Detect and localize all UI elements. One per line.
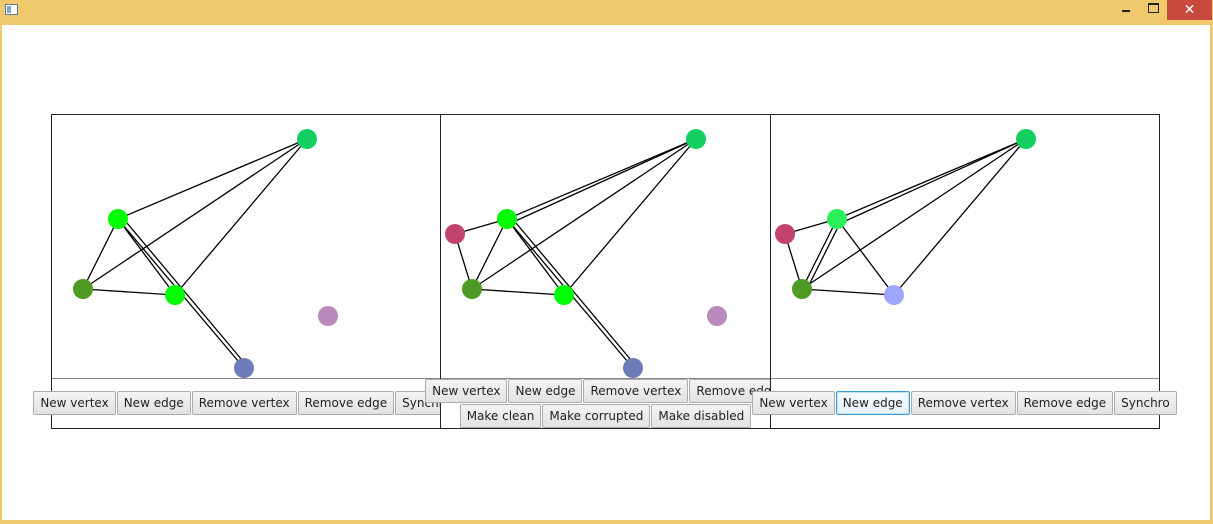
vertex: [554, 285, 574, 305]
synchro-button[interactable]: Synchro: [1114, 391, 1177, 415]
edge: [506, 138, 697, 220]
edge: [82, 138, 308, 290]
remove-vertex-button[interactable]: Remove vertex: [583, 379, 689, 403]
graph-drawing-2: [445, 129, 727, 378]
close-button[interactable]: ✕: [1167, 0, 1212, 20]
edge: [174, 138, 308, 296]
button-row-1: New vertex New edge Remove vertex Remove…: [752, 391, 1177, 415]
new-edge-button[interactable]: New edge: [116, 391, 191, 415]
maximize-button[interactable]: [1140, 0, 1166, 20]
close-icon: ✕: [1183, 2, 1196, 18]
graph-drawing-3: [775, 129, 1036, 305]
vertex: [445, 224, 465, 244]
vertex: [462, 279, 482, 299]
title-bar[interactable]: ✕: [0, 0, 1213, 22]
make-clean-button[interactable]: Make clean: [459, 404, 542, 428]
graph-panel-3: New vertex New edge Remove vertex Remove…: [752, 114, 1177, 429]
edge: [471, 288, 565, 296]
vertex: [884, 285, 904, 305]
graph-panel-1: New vertex New edge Remove vertex Remove…: [33, 114, 458, 429]
make-disabled-button[interactable]: Make disabled: [651, 404, 752, 428]
edge: [836, 138, 1027, 220]
graph-canvas-3[interactable]: [771, 115, 1159, 379]
remove-edge-button[interactable]: Remove edge: [1016, 391, 1114, 415]
vertex: [108, 209, 128, 229]
edge: [471, 218, 508, 290]
edge: [563, 138, 697, 296]
graph-canvas-1[interactable]: [52, 115, 440, 379]
vertex: [827, 209, 847, 229]
remove-vertex-button[interactable]: Remove vertex: [191, 391, 297, 415]
new-vertex-button[interactable]: New vertex: [752, 391, 835, 415]
vertex: [234, 358, 254, 378]
edge: [805, 220, 842, 292]
vertex: [623, 358, 643, 378]
edge: [471, 138, 697, 290]
edge: [121, 216, 248, 367]
edge: [510, 216, 637, 367]
graph-canvas-2[interactable]: [441, 115, 771, 379]
vertex: [1016, 129, 1036, 149]
edge: [836, 218, 895, 296]
edge: [801, 218, 838, 290]
remove-edge-button[interactable]: Remove edge: [297, 391, 395, 415]
vertex: [73, 279, 93, 299]
edge: [801, 138, 1027, 290]
button-row-1: New vertex New edge Remove vertex Remove…: [425, 379, 786, 403]
window-content: New vertex New edge Remove vertex Remove…: [2, 25, 1210, 520]
edge: [82, 218, 119, 290]
edge: [82, 288, 176, 296]
button-row-1: New vertex New edge Remove vertex Remove…: [33, 391, 458, 415]
edge: [506, 218, 565, 296]
new-edge-button[interactable]: New edge: [835, 391, 910, 415]
new-edge-button[interactable]: New edge: [508, 379, 583, 403]
edge: [510, 138, 697, 224]
vertex: [686, 129, 706, 149]
new-vertex-button[interactable]: New vertex: [425, 379, 508, 403]
vertex: [497, 209, 517, 229]
vertex: [775, 224, 795, 244]
make-corrupted-button[interactable]: Make corrupted: [542, 404, 651, 428]
vertex: [707, 306, 727, 326]
edge: [117, 138, 308, 220]
vertex: [297, 129, 317, 149]
remove-vertex-button[interactable]: Remove vertex: [910, 391, 1016, 415]
graph-panel-2: New vertex New edge Remove vertex Remove…: [425, 114, 786, 429]
graph-drawing-1: [73, 129, 338, 378]
app-icon: [5, 4, 18, 15]
vertex: [165, 285, 185, 305]
minimize-button[interactable]: [1113, 0, 1139, 20]
edge: [840, 138, 1027, 224]
edge: [801, 288, 895, 296]
edge: [893, 138, 1027, 296]
new-vertex-button[interactable]: New vertex: [33, 391, 116, 415]
vertex: [318, 306, 338, 326]
button-row-2: Make clean Make corrupted Make disabled: [441, 404, 771, 428]
edge: [117, 218, 176, 296]
vertex: [792, 279, 812, 299]
